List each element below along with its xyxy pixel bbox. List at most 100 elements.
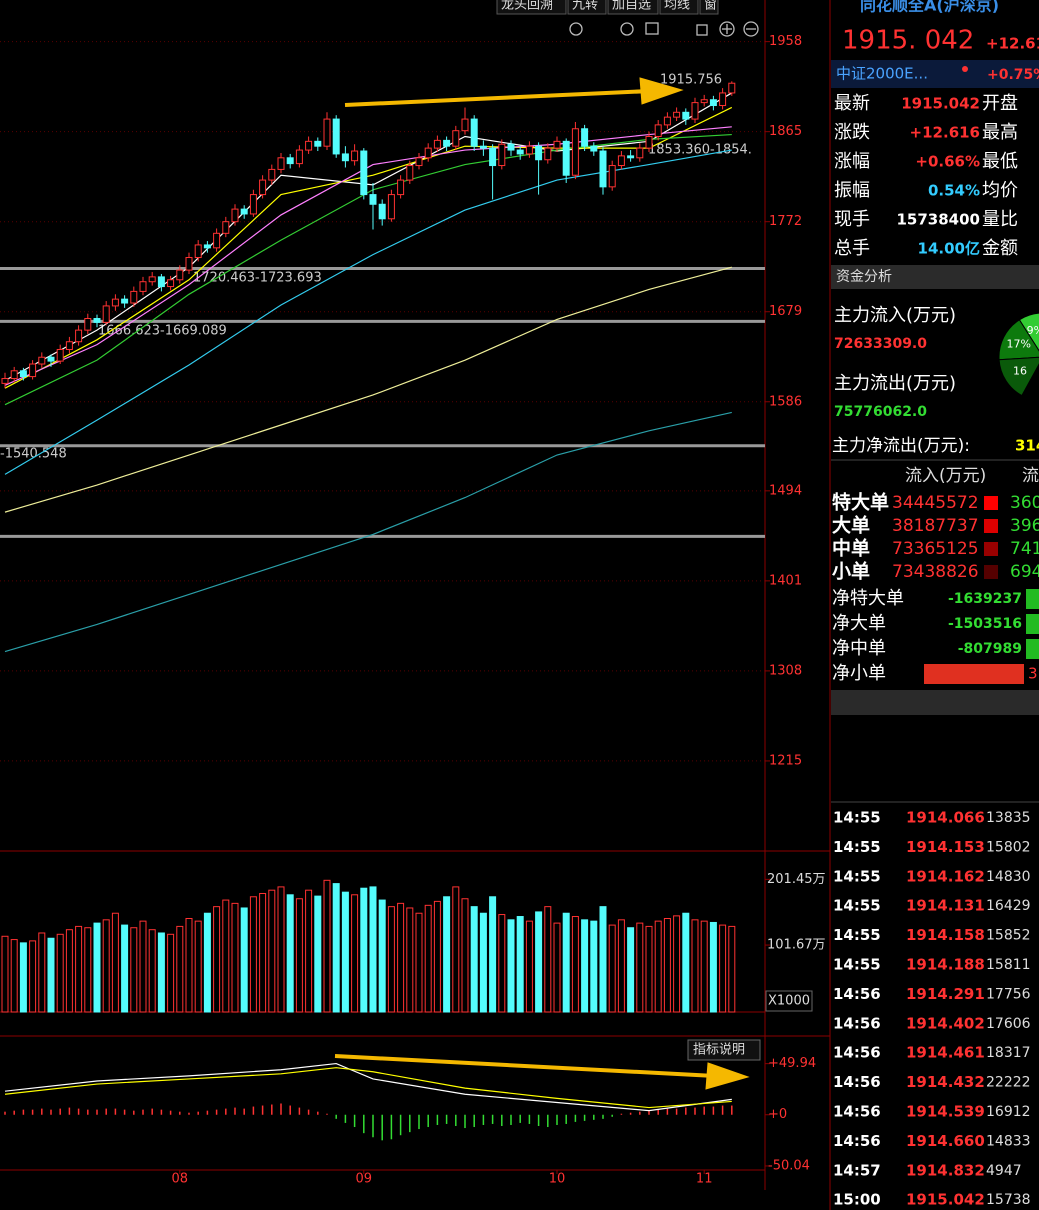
toolbar-button[interactable] xyxy=(496,0,567,15)
quote-label: 金额 xyxy=(982,238,1018,259)
volume-bar xyxy=(332,883,340,1013)
unit-box xyxy=(765,990,813,1012)
toolbar-label: 九转 xyxy=(572,0,598,13)
volume-bar xyxy=(489,896,497,1013)
tick-volume: 4947 xyxy=(986,1163,1022,1179)
candle-body xyxy=(507,143,515,151)
candle-body xyxy=(719,92,727,107)
tick-price: 1914.291 xyxy=(906,985,985,1003)
macd-line xyxy=(4,1062,732,1112)
quote-value: +12.616 xyxy=(910,124,980,142)
volume-bar xyxy=(75,925,83,1013)
volume-bar xyxy=(691,919,699,1013)
tick-time: 14:55 xyxy=(833,956,881,974)
volume-bar xyxy=(617,919,625,1013)
inflow-label: 主力流入(万元) xyxy=(834,305,956,326)
candle-body xyxy=(360,150,368,196)
moving-average xyxy=(4,266,732,513)
toolbar-button[interactable] xyxy=(607,0,659,15)
tick-price: 1914.066 xyxy=(906,809,985,827)
candle-body xyxy=(498,143,506,167)
price-change: +12.61 xyxy=(986,35,1039,53)
flow-out: 396 xyxy=(1010,516,1039,536)
moving-average xyxy=(4,149,732,475)
macd-line xyxy=(4,1067,732,1109)
volume-bar xyxy=(286,894,294,1013)
candle-body xyxy=(691,102,699,120)
candle-body xyxy=(636,147,644,159)
flow-box xyxy=(984,496,998,510)
y-tick-label: 1958 xyxy=(769,34,802,49)
volume-bar xyxy=(645,925,653,1013)
flow-label-bg xyxy=(890,515,983,537)
candle-body xyxy=(286,157,294,165)
quote-label: 最新 xyxy=(834,93,870,114)
tick-price: 1914.832 xyxy=(906,1161,985,1179)
tick-volume: 22222 xyxy=(986,1075,1031,1091)
tick-volume: 15852 xyxy=(986,928,1031,944)
candle-body xyxy=(213,232,221,249)
volume-bar xyxy=(38,932,46,1013)
candle-body xyxy=(19,370,27,378)
quote-value: 14.00亿 xyxy=(918,240,980,258)
volume-bar xyxy=(93,922,101,1013)
net-row-value: -1639237 xyxy=(948,591,1022,607)
indicator-button[interactable] xyxy=(687,1039,761,1061)
y-tick-label: 1586 xyxy=(769,394,802,409)
chart-tools[interactable] xyxy=(569,21,759,37)
candle-body xyxy=(424,147,432,159)
kline-area: 1915.756 1720.463-1723.693 1666.623-1669.0… xyxy=(0,41,765,1141)
candle-body xyxy=(369,194,377,205)
volume-bar xyxy=(351,894,359,1013)
toolbar-button[interactable] xyxy=(659,0,699,15)
volume-bar xyxy=(148,929,156,1013)
candle-body xyxy=(240,208,248,215)
candle-body xyxy=(571,128,579,176)
net-row-value: -1503516 xyxy=(948,616,1022,632)
candle-body xyxy=(332,118,340,155)
candle-body xyxy=(452,130,460,147)
quote-label: 量比 xyxy=(982,209,1018,230)
candle-body xyxy=(93,318,101,323)
tick-volume: 15802 xyxy=(986,839,1031,855)
quote-label: 均价 xyxy=(982,180,1018,201)
toolbar-button[interactable] xyxy=(567,0,607,15)
volume-bar xyxy=(277,886,285,1013)
candle-body xyxy=(663,116,671,126)
candle-body xyxy=(75,329,83,343)
volume-bar xyxy=(295,898,303,1013)
volume-unit: X1000 xyxy=(768,994,810,1009)
y-tick-label: 1308 xyxy=(769,663,802,678)
y-tick-label: 1865 xyxy=(769,124,802,139)
volume-bar xyxy=(553,922,561,1013)
flow-in: 73365125 xyxy=(892,539,979,559)
volume-bar xyxy=(305,889,313,1013)
volume-bar xyxy=(102,919,110,1013)
flow-label: 特大单 xyxy=(832,491,889,514)
candle-body xyxy=(535,145,543,161)
volume-bar xyxy=(369,886,377,1013)
tick-time: 14:55 xyxy=(833,867,881,885)
candle-body xyxy=(148,276,156,283)
index-bar xyxy=(831,60,1039,88)
toolbar-button[interactable] xyxy=(699,0,719,15)
x-tick-label: 11 xyxy=(696,1172,713,1187)
volume-bar xyxy=(47,937,55,1013)
net-bar xyxy=(1026,589,1039,609)
flow-box xyxy=(984,565,998,579)
flow-label: 中单 xyxy=(832,537,870,560)
volume-bar xyxy=(719,924,727,1013)
volume-bar xyxy=(222,899,230,1013)
candle-body xyxy=(654,124,662,138)
flow-box xyxy=(984,519,998,533)
net-bar xyxy=(1026,639,1039,659)
candle-body xyxy=(682,111,690,120)
macd-tick-label: -50.04 xyxy=(768,1158,810,1173)
tick-volume: 16429 xyxy=(986,898,1031,914)
candle-body xyxy=(553,140,561,149)
flow-label: 小单 xyxy=(832,560,870,583)
candle-body xyxy=(581,128,589,147)
volume-bar xyxy=(213,906,221,1013)
pie-slice xyxy=(998,319,1039,361)
candle-body xyxy=(56,348,64,362)
